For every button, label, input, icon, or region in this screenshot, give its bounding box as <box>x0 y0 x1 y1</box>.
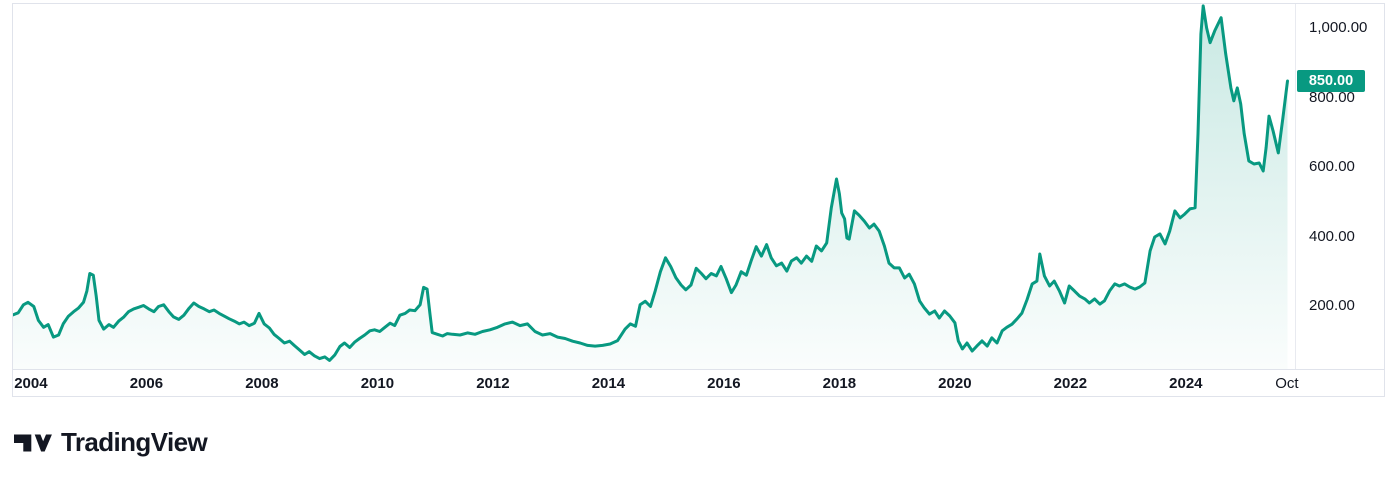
time-axis-label: 2004 <box>14 375 48 392</box>
time-axis-label: 2022 <box>1053 375 1088 392</box>
time-axis-label: 2014 <box>591 375 626 392</box>
price-axis-label: 1,000.00 <box>1309 19 1368 37</box>
area-fill <box>13 5 1288 369</box>
time-axis-label: 2020 <box>938 375 972 392</box>
time-axis-label: Oct <box>1275 375 1299 392</box>
chart-widget: 850.00 1,000.00 800.00 600.00 400.00 200.00 … <box>12 3 1385 397</box>
price-axis-label: 200.00 <box>1309 297 1355 315</box>
chart-pane[interactable] <box>13 4 1295 369</box>
current-price-badge: 850.00 <box>1297 69 1365 92</box>
time-axis-label: 2016 <box>707 375 741 392</box>
time-axis-label: 2010 <box>360 375 395 392</box>
price-axis-label: 400.00 <box>1309 227 1355 245</box>
time-axis[interactable]: 2004 2006 2008 2010 2012 2014 2016 2018 2020 2022… <box>13 369 1384 396</box>
tradingview-wordmark: TradingView <box>61 427 208 457</box>
time-axis-label: 2018 <box>822 375 857 392</box>
time-axis-label: 2008 <box>245 375 279 392</box>
tradingview-logo[interactable]: TradingView <box>14 427 208 458</box>
price-line <box>13 4 1289 362</box>
time-axis-label: 2012 <box>476 375 510 392</box>
area-series <box>13 4 1289 369</box>
price-axis-label: 600.00 <box>1309 158 1355 176</box>
time-axis-label: 2006 <box>129 375 164 392</box>
price-axis-label: 800.00 <box>1309 88 1355 106</box>
price-axis[interactable]: 850.00 1,000.00 800.00 600.00 400.00 200.00 <box>1295 4 1384 369</box>
time-axis-label: 2024 <box>1169 375 1203 392</box>
tradingview-icon <box>14 434 52 451</box>
